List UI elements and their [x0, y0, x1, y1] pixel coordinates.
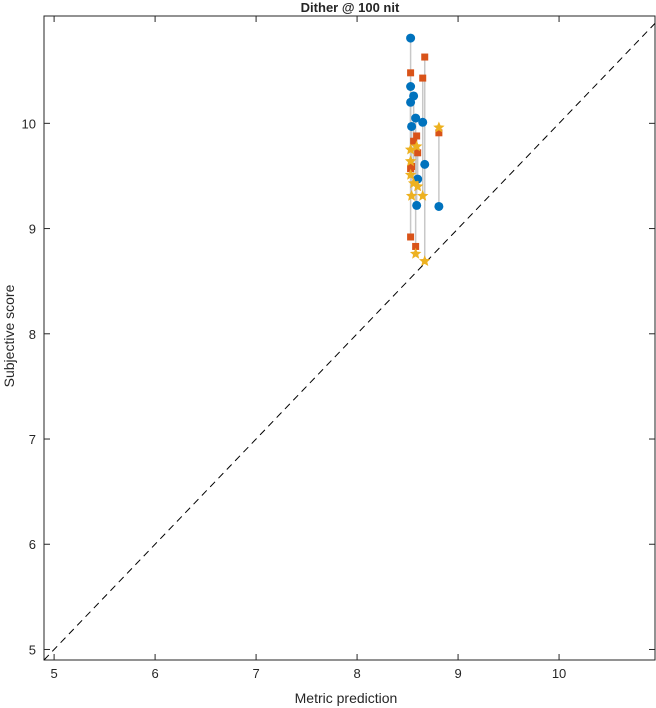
square-point — [419, 74, 427, 82]
y-tick-label: 10 — [22, 116, 36, 131]
circle-point — [418, 117, 428, 127]
plot-frame — [43, 15, 656, 661]
star-point — [404, 143, 417, 155]
star-point — [412, 180, 424, 192]
circle-point — [434, 201, 444, 211]
chart-title: Dither @ 100 nit — [301, 0, 400, 15]
x-tick-label: 8 — [353, 666, 360, 681]
star-point — [407, 177, 420, 189]
star-point — [419, 255, 431, 266]
x-axis-label: Metric prediction — [295, 690, 398, 706]
star-point — [404, 168, 417, 180]
y-tick-label: 6 — [29, 537, 36, 552]
y-tick-label: 9 — [29, 222, 36, 237]
square-point — [407, 233, 415, 241]
square-point — [414, 149, 422, 157]
star-point — [404, 155, 417, 167]
x-tick-label: 5 — [50, 666, 57, 681]
star-point — [417, 189, 429, 201]
square-point — [407, 69, 415, 77]
star-point — [433, 121, 445, 133]
x-tick-label: 10 — [552, 666, 566, 681]
circle-point — [406, 82, 416, 92]
square-point — [435, 129, 443, 137]
square-point — [413, 132, 421, 140]
star-point — [409, 247, 422, 259]
square-point — [421, 53, 429, 61]
star-point — [405, 189, 418, 201]
y-tick-label: 8 — [29, 327, 36, 342]
x-tick-label: 7 — [252, 666, 259, 681]
x-tick-label: 6 — [151, 666, 158, 681]
circle-point — [406, 33, 416, 43]
x-tick-label: 9 — [454, 666, 461, 681]
y-tick-label: 5 — [29, 642, 36, 657]
circle-point — [411, 113, 421, 123]
circle-point — [420, 159, 430, 169]
square-point — [410, 137, 418, 145]
circle-point — [412, 200, 422, 210]
circle-point — [407, 121, 417, 131]
y-tick-label: 7 — [29, 432, 36, 447]
square-point — [412, 242, 420, 250]
square-point — [408, 162, 416, 170]
circle-point — [406, 97, 416, 107]
identity-line — [43, 23, 656, 661]
y-axis-label: Subjective score — [1, 284, 17, 387]
